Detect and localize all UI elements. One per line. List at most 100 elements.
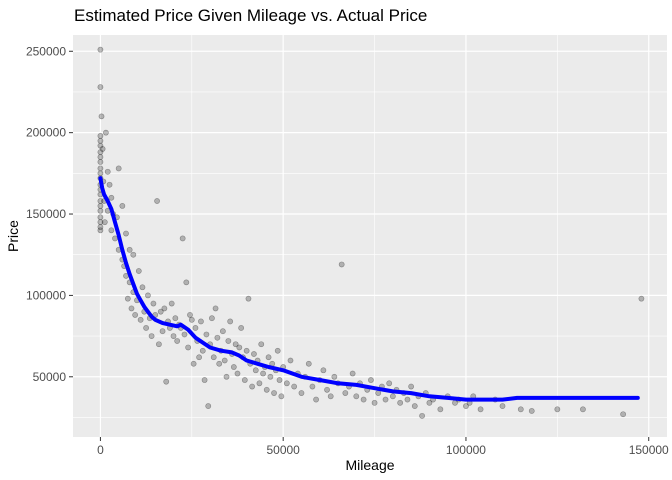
data-point: [638, 295, 645, 302]
data-point: [137, 316, 144, 323]
data-point: [97, 149, 104, 156]
data-point: [98, 113, 105, 120]
x-tick-label: 100000: [446, 443, 486, 457]
data-point: [135, 268, 142, 274]
data-point: [183, 279, 190, 286]
data-point: [97, 227, 104, 234]
y-axis: 50000 100000 150000 200000 250000: [26, 44, 73, 384]
data-point: [97, 137, 104, 144]
data-point: [283, 380, 290, 387]
data-point: [271, 390, 277, 396]
data-point: [371, 399, 378, 406]
data-point: [309, 383, 316, 390]
data-point: [185, 344, 192, 351]
data-point: [232, 341, 239, 348]
data-point: [252, 367, 259, 374]
data-point: [368, 377, 374, 383]
data-point: [97, 133, 104, 139]
y-tick-label: 250000: [26, 44, 66, 58]
plot-panel: [73, 35, 667, 437]
data-point: [353, 393, 360, 400]
data-point: [170, 333, 177, 339]
data-point: [106, 181, 113, 188]
data-point: [97, 165, 104, 172]
data-point: [463, 403, 469, 409]
data-point: [265, 354, 272, 361]
data-point: [108, 227, 115, 234]
data-point: [124, 295, 131, 302]
data-point: [267, 373, 274, 380]
data-point: [139, 284, 146, 291]
data-point: [219, 328, 226, 335]
data-point: [419, 412, 425, 419]
data-point: [97, 142, 104, 149]
data-point: [179, 235, 186, 242]
data-point: [97, 224, 104, 230]
data-point: [108, 194, 115, 201]
data-point: [157, 308, 164, 315]
y-tick-label: 50000: [33, 370, 67, 384]
data-point: [221, 357, 228, 364]
data-point: [389, 393, 396, 400]
data-point: [148, 333, 155, 339]
data-point: [128, 305, 135, 312]
data-point: [243, 347, 250, 354]
data-point: [258, 341, 265, 348]
data-point: [123, 230, 129, 237]
data-point: [212, 305, 219, 312]
data-point: [97, 84, 104, 90]
data-point: [291, 383, 298, 390]
data-point: [331, 373, 338, 380]
data-point: [143, 325, 150, 331]
data-point: [112, 235, 118, 242]
data-point: [249, 383, 256, 390]
data-point: [99, 146, 106, 152]
data-point: [620, 411, 627, 418]
data-point: [209, 315, 215, 322]
data-point: [256, 380, 263, 387]
data-point: [150, 300, 157, 307]
data-point: [214, 334, 221, 341]
data-point: [408, 383, 415, 390]
data-point: [172, 315, 179, 322]
data-point: [241, 377, 248, 383]
data-point: [360, 396, 367, 403]
y-axis-title: Price: [5, 220, 21, 252]
data-point: [426, 399, 433, 406]
data-point: [161, 305, 168, 312]
data-point: [327, 393, 334, 400]
grid-major: [73, 35, 667, 437]
data-point: [276, 377, 283, 383]
data-point: [278, 393, 285, 400]
data-point: [97, 170, 104, 177]
data-point: [156, 341, 162, 348]
data-point: [192, 325, 199, 331]
data-point: [517, 406, 524, 413]
data-point: [168, 300, 175, 307]
data-point: [397, 399, 404, 406]
data-point: [382, 396, 389, 403]
x-tick-label: 150000: [629, 443, 669, 457]
data-point: [187, 312, 193, 318]
data-point: [97, 46, 104, 53]
data-point: [97, 159, 104, 165]
data-point: [234, 370, 241, 377]
data-point: [205, 403, 212, 409]
data-point: [97, 202, 104, 209]
data-point: [386, 380, 393, 387]
data-point: [216, 360, 223, 367]
data-point: [230, 364, 237, 370]
y-tick-label: 150000: [26, 207, 66, 221]
data-point: [97, 198, 104, 204]
data-point: [375, 390, 382, 396]
data-point: [97, 214, 104, 221]
data-point: [154, 198, 160, 204]
data-point: [227, 318, 234, 325]
data-point: [196, 354, 203, 361]
data-point: [190, 360, 197, 367]
data-point: [287, 357, 294, 364]
data-point: [201, 377, 208, 383]
y-tick-label: 200000: [26, 126, 66, 140]
data-point: [126, 246, 133, 253]
